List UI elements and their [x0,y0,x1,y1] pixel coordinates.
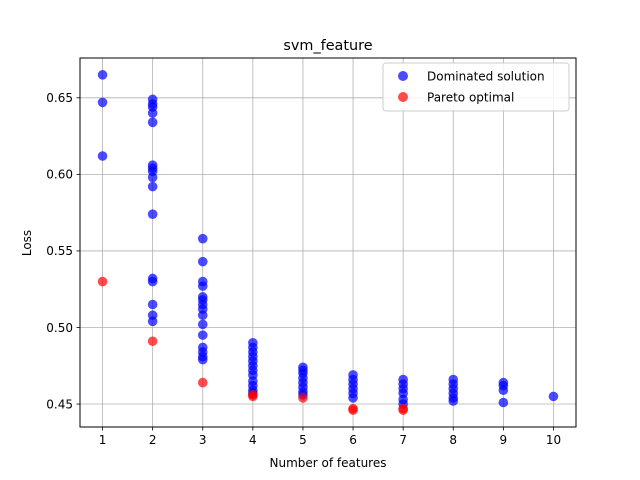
dominated-point [448,396,459,406]
x-tick-label: 10 [546,433,561,447]
x-tick-label: 2 [149,433,157,447]
legend-label-dominated: Dominated solution [427,70,545,84]
grid-lines [80,58,576,427]
x-tick-label: 6 [349,433,357,447]
legend-label-pareto: Pareto optimal [427,91,514,105]
y-tick-label: 0.60 [46,168,73,182]
legend-frame [382,62,570,112]
pareto-point [248,391,258,402]
pareto-point [398,405,408,415]
chart-title: svm_feature [283,38,372,54]
dominated-point [147,181,158,192]
x-tick-label: 5 [299,433,307,447]
dominated-point [147,108,158,118]
x-tick-label: 1 [99,433,107,447]
legend-marker-dominated [398,71,408,81]
dominated-point [147,209,158,219]
dominated-point [147,117,158,128]
dominated-point [197,330,208,340]
y-tick-label: 0.55 [46,244,73,258]
dominated-point [197,281,208,291]
x-tick-label: 8 [449,433,457,447]
dominated-point [197,319,208,330]
pareto-point [147,336,158,347]
dominated-point [147,299,158,310]
y-tick-label: 0.65 [46,91,73,105]
x-tick-label: 9 [500,433,508,447]
pareto-point [298,393,308,403]
x-tick-label: 3 [199,433,207,447]
axis-ticks: 1 2 3 4 5 6 7 8 9 10 0.45 0.50 0.55 0.60 0.65 [46,91,561,447]
dominated-point [97,97,108,108]
dominated-point [97,151,108,161]
dominated-point [197,256,208,267]
plot-frame [79,57,577,428]
x-tick-label: 4 [249,433,257,447]
dominated-point [197,310,208,321]
dominated-point [548,391,559,402]
x-tick-label: 7 [399,433,407,447]
dominated-point [147,276,158,287]
legend: Dominated solution Pareto optimal [382,62,570,112]
pareto-point [197,377,208,388]
dominated-point [197,354,208,365]
dominated-point [197,233,208,244]
pareto-point [97,276,108,287]
x-axis-label: Number of features [270,456,387,470]
dominated-point [348,393,358,403]
pareto-point [348,405,358,415]
dominated-point [97,70,108,80]
y-tick-label: 0.45 [46,397,73,411]
scatter-points [97,70,559,415]
dominated-point [147,172,158,183]
legend-marker-pareto [398,92,408,102]
y-tick-label: 0.50 [46,321,73,335]
y-axis-label: Loss [20,230,34,256]
dominated-point [498,385,509,396]
series-0 [97,70,559,409]
dominated-point [498,397,509,408]
series-1 [97,276,408,415]
dominated-point [147,316,158,327]
